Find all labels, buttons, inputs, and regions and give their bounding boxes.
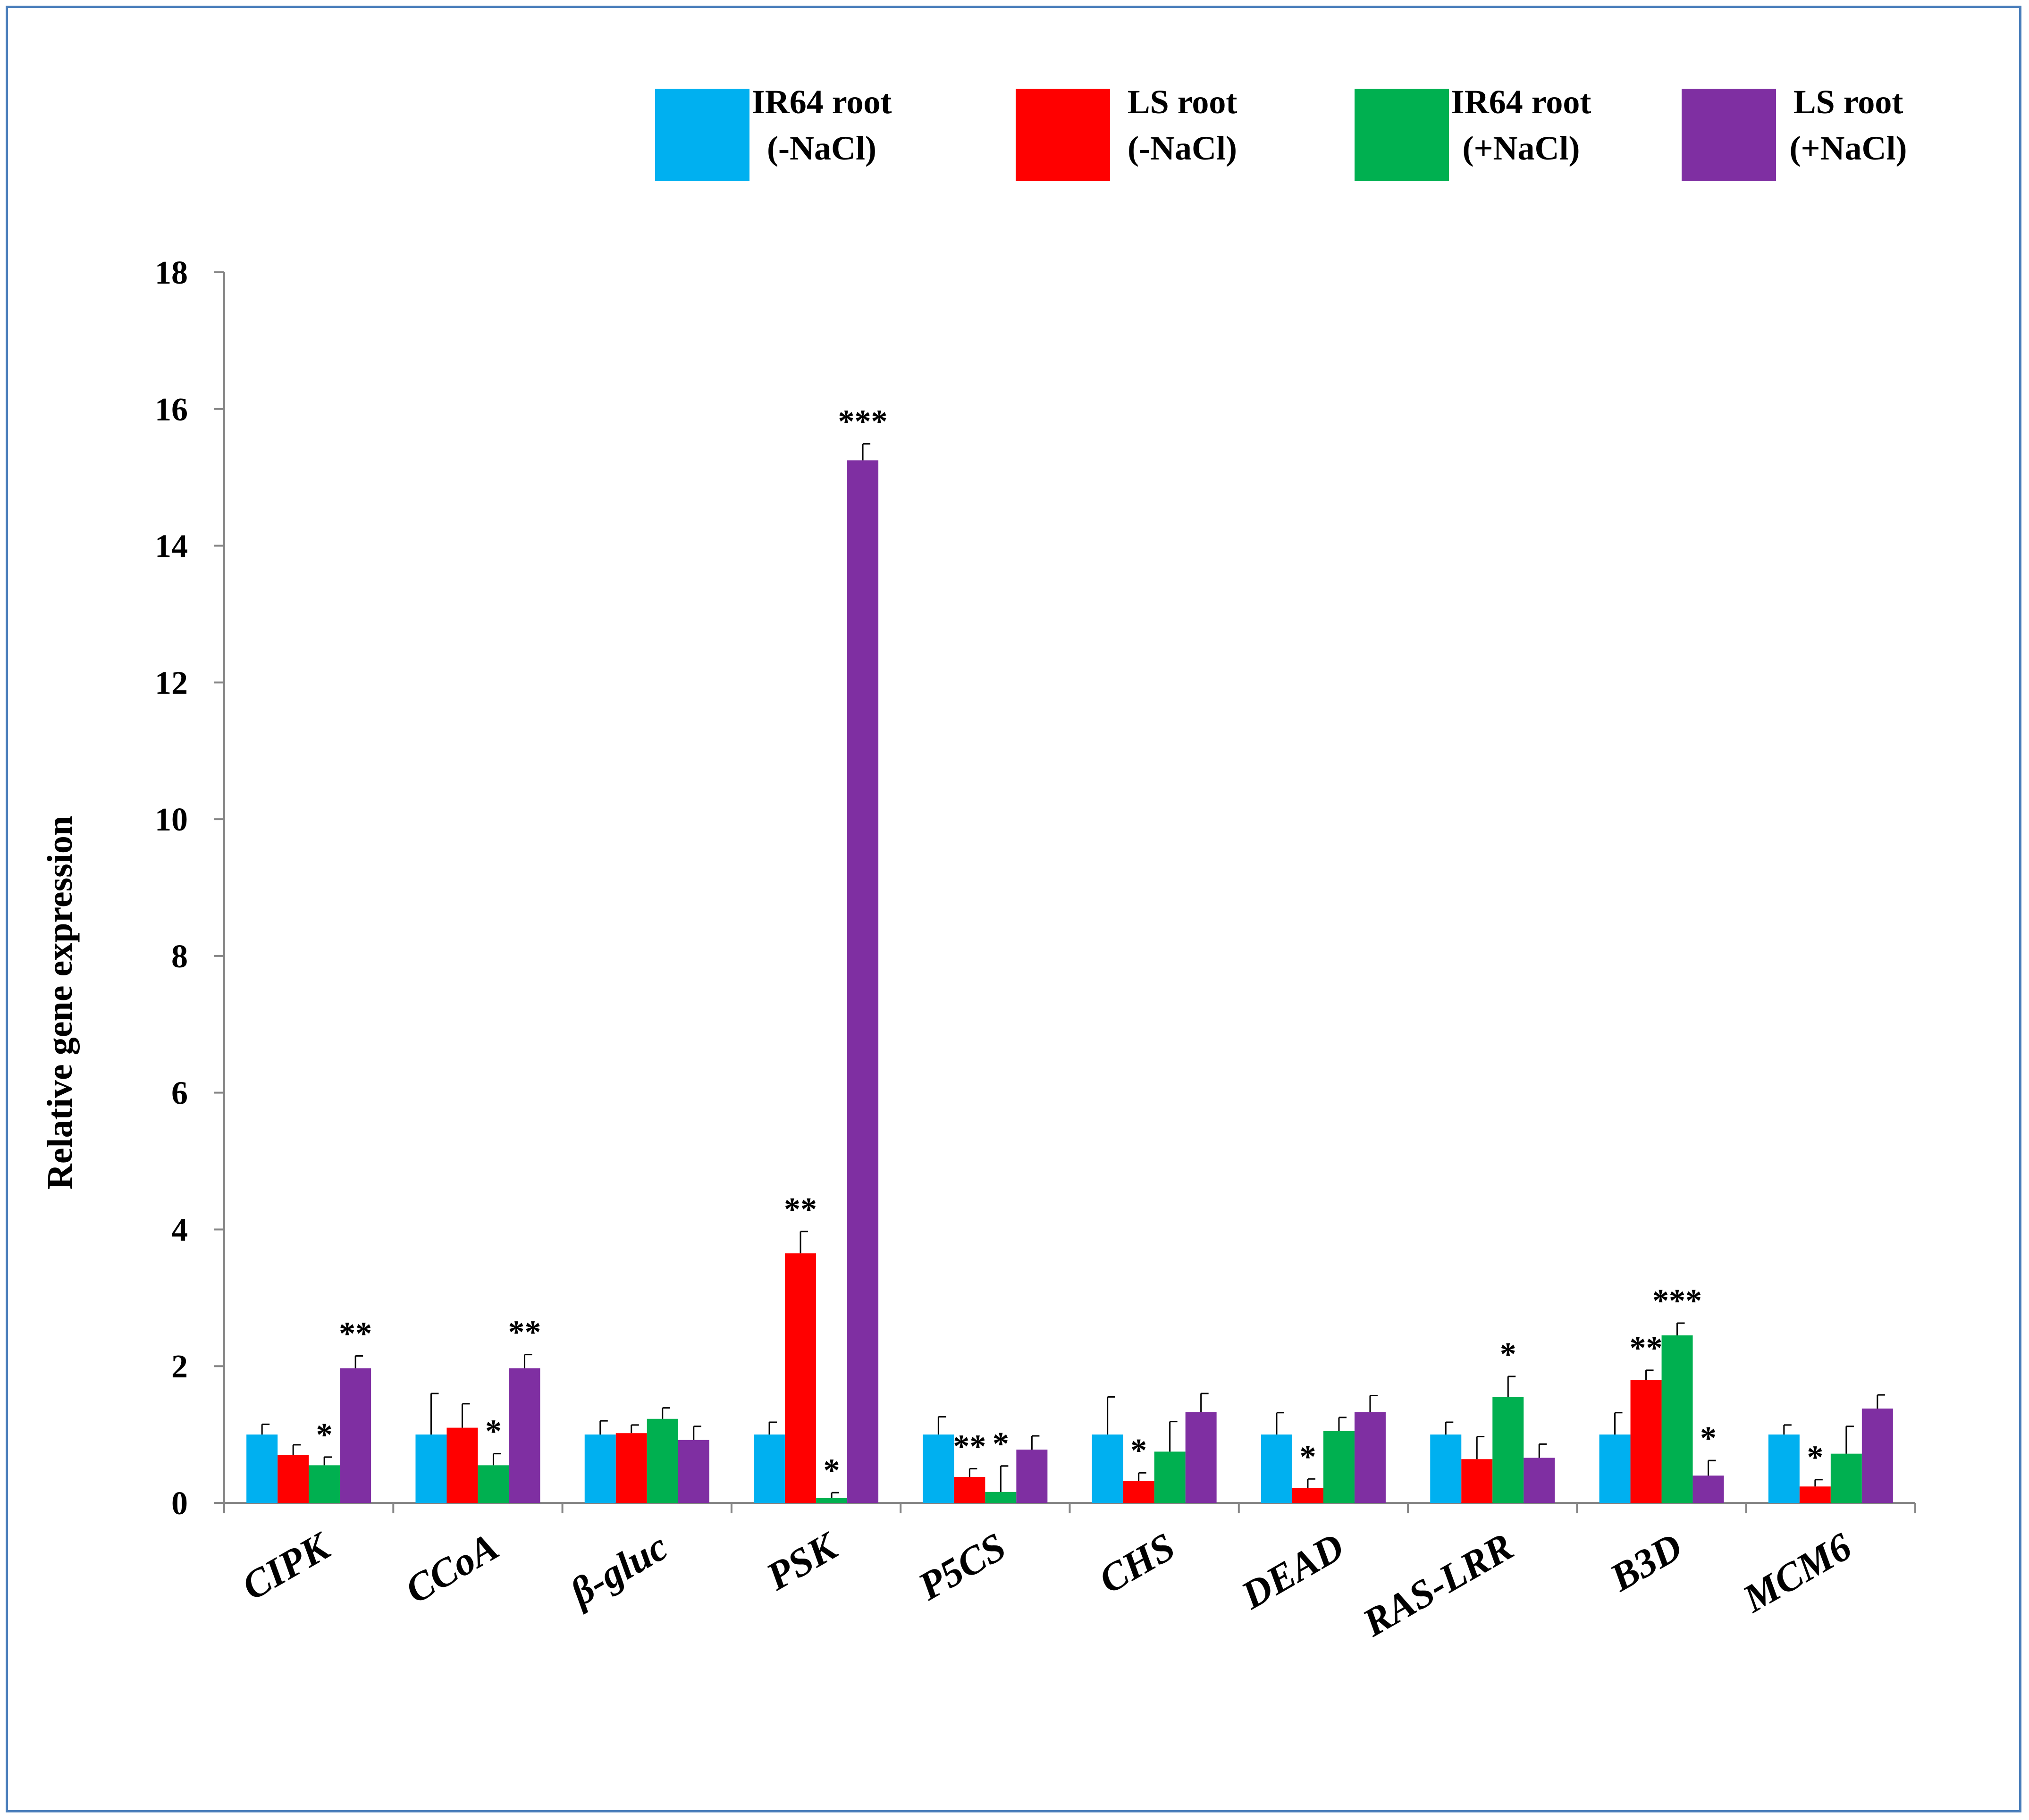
x-category-label: B3D	[1602, 1525, 1690, 1600]
y-axis-label: Relative gene expression	[40, 816, 80, 1190]
bar	[1430, 1434, 1462, 1503]
significance-mark: **	[953, 1429, 986, 1465]
bar-series: ************** * * ** *******	[246, 404, 1893, 1503]
bar	[985, 1492, 1017, 1503]
x-category-label: P5CS	[911, 1525, 1013, 1609]
x-category-label: RAS-LRR	[1355, 1525, 1521, 1645]
significance-mark: *	[824, 1452, 840, 1489]
x-category-label: CHS	[1092, 1525, 1182, 1602]
y-tick-label: 6	[171, 1075, 188, 1112]
bar	[1492, 1397, 1524, 1503]
bar	[1292, 1488, 1323, 1503]
bar	[923, 1434, 954, 1503]
significance-mark: *	[485, 1414, 502, 1450]
bar	[816, 1498, 848, 1503]
bar	[1261, 1434, 1292, 1503]
bar	[1185, 1412, 1217, 1503]
bar	[1016, 1449, 1048, 1503]
bar	[1354, 1412, 1386, 1503]
x-category-label: CCoA	[398, 1525, 506, 1612]
legend-label: IR64 root (-NaCl)	[752, 83, 892, 167]
bar	[1154, 1451, 1186, 1503]
bar	[1524, 1458, 1555, 1503]
bar	[615, 1433, 647, 1503]
y-tick-label: 18	[155, 255, 188, 291]
significance-mark: *	[993, 1426, 1009, 1462]
bar	[647, 1418, 678, 1503]
bar	[1461, 1459, 1493, 1503]
significance-mark: *	[1807, 1440, 1823, 1476]
legend: IR64 root (-NaCl) LS root (-NaCl) IR64 root(…	[655, 83, 1907, 181]
bar	[1092, 1434, 1123, 1503]
y-tick-label: 12	[155, 665, 188, 701]
bar	[678, 1440, 709, 1503]
x-category-label: β-gluc	[562, 1525, 675, 1615]
significance-mark: **	[1630, 1330, 1663, 1367]
legend-label: IR64 root (+NaCl)	[1451, 83, 1591, 167]
legend-swatch	[1016, 89, 1110, 181]
bar	[1123, 1481, 1154, 1503]
y-tick-label: 4	[171, 1212, 188, 1248]
y-tick-label: 14	[155, 528, 188, 565]
bar	[1630, 1380, 1662, 1503]
y-tick-label: 0	[171, 1485, 188, 1522]
x-category-label: DEAD	[1234, 1525, 1351, 1618]
bar	[1799, 1486, 1831, 1503]
bar	[1661, 1335, 1693, 1503]
y-tick-label: 10	[155, 802, 188, 838]
bar	[1830, 1453, 1862, 1503]
bar	[309, 1465, 340, 1503]
bar	[584, 1434, 616, 1503]
significance-mark: *	[316, 1417, 333, 1453]
legend-label: LS root (+NaCl)	[1790, 83, 1907, 167]
legend-label: LS root (-NaCl)	[1128, 83, 1238, 167]
significance-mark: **	[508, 1315, 541, 1351]
x-category-label: CIPK	[235, 1523, 339, 1609]
bar	[340, 1368, 371, 1503]
legend-swatch	[1682, 89, 1776, 181]
bar	[1323, 1431, 1355, 1503]
legend-swatch	[1355, 89, 1449, 181]
significance-mark: *	[1130, 1433, 1147, 1469]
bar	[1692, 1476, 1724, 1503]
bar	[509, 1368, 540, 1503]
y-tick-label: 8	[171, 939, 188, 975]
y-tick-label: 16	[155, 392, 188, 428]
y-tick-label: 2	[171, 1349, 188, 1385]
bar	[1768, 1434, 1800, 1503]
significance-mark: *	[1500, 1336, 1516, 1373]
x-category-label: MCM6	[1735, 1525, 1859, 1621]
significance-mark: ***	[838, 404, 888, 440]
bar	[847, 460, 879, 1503]
bar	[1861, 1409, 1893, 1503]
bar	[785, 1253, 817, 1503]
bar	[278, 1455, 309, 1503]
significance-mark: ***	[1652, 1283, 1702, 1319]
x-axis: CIPK CCoA β-gluc PSK P5CS CHS DEAD RAS-LRR B3D MC…	[223, 1502, 1916, 1645]
bar	[415, 1434, 447, 1503]
significance-mark: **	[784, 1191, 817, 1228]
legend-swatch	[655, 89, 749, 181]
significance-mark: *	[1299, 1439, 1316, 1475]
bar	[478, 1465, 509, 1503]
y-axis: 0 2 4 6 8 10 12 14 16 18	[155, 255, 225, 1522]
bar	[954, 1476, 985, 1503]
bar	[1599, 1434, 1631, 1503]
figure-frame	[6, 6, 2021, 1812]
x-category-label: PSK	[759, 1523, 846, 1599]
bar	[754, 1434, 785, 1503]
significance-mark: **	[339, 1316, 372, 1352]
significance-mark: *	[1700, 1420, 1717, 1457]
bar	[446, 1427, 478, 1503]
bar	[246, 1434, 278, 1503]
